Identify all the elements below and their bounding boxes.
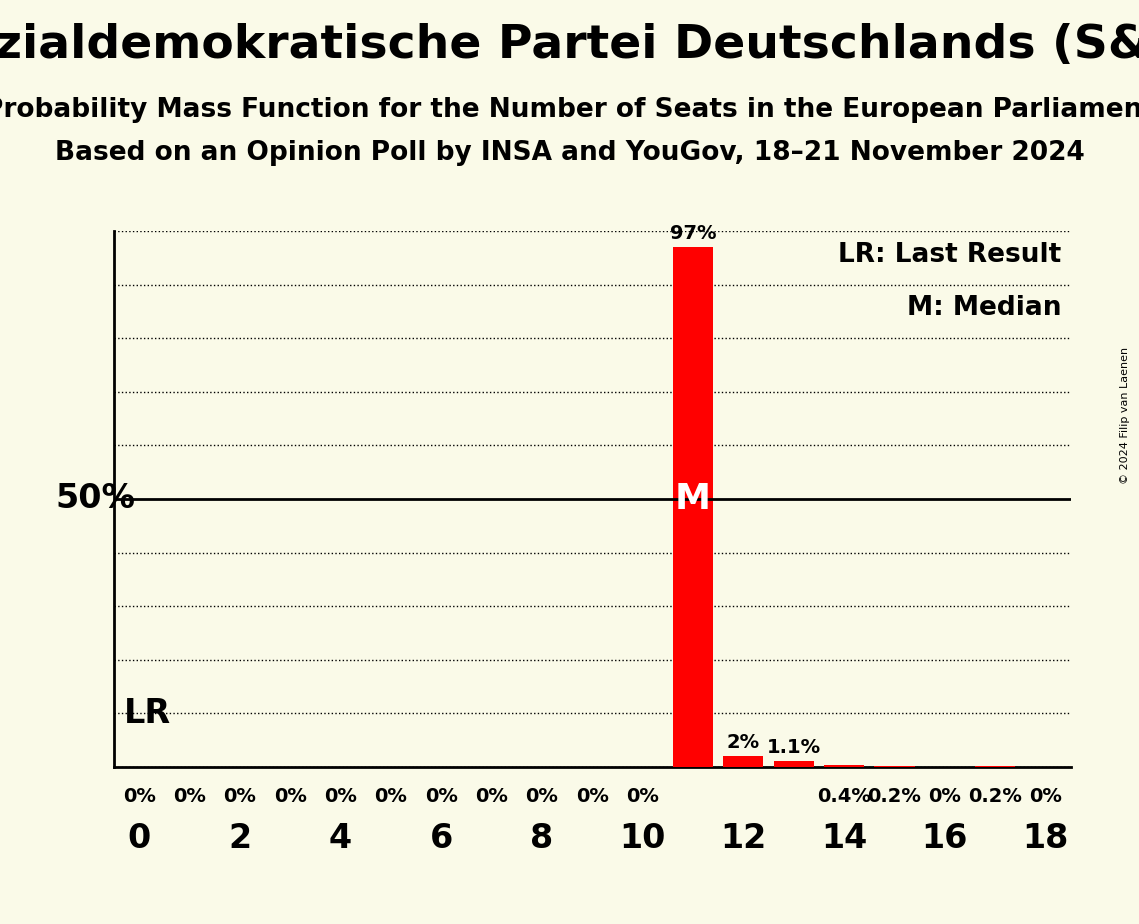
Bar [773,761,814,767]
Bar [823,765,865,767]
Text: Sozialdemokratische Partei Deutschlands (S&D): Sozialdemokratische Partei Deutschlands … [0,23,1139,68]
Bar [875,766,915,767]
Text: 0%: 0% [525,787,558,806]
Text: 50%: 50% [56,482,136,516]
Bar [723,756,763,767]
Bar [673,247,713,767]
Text: 1.1%: 1.1% [767,737,821,757]
Text: 0%: 0% [928,787,961,806]
Text: 2%: 2% [727,733,760,752]
Bar [975,766,1015,767]
Text: 0%: 0% [123,787,156,806]
Text: 0.2%: 0.2% [868,787,921,806]
Text: 0%: 0% [325,787,357,806]
Text: LR: Last Result: LR: Last Result [838,242,1062,268]
Text: 0%: 0% [173,787,206,806]
Text: 0%: 0% [576,787,608,806]
Text: M: Median: M: Median [907,296,1062,322]
Text: M: M [675,482,711,516]
Text: 97%: 97% [670,224,716,243]
Text: © 2024 Filip van Laenen: © 2024 Filip van Laenen [1121,347,1130,484]
Text: 0%: 0% [626,787,659,806]
Text: 0.4%: 0.4% [817,787,871,806]
Text: 0.2%: 0.2% [968,787,1022,806]
Text: 0%: 0% [223,787,256,806]
Text: 0%: 0% [475,787,508,806]
Text: 0%: 0% [273,787,306,806]
Text: 0%: 0% [375,787,408,806]
Text: 0%: 0% [425,787,458,806]
Text: LR: LR [123,697,171,730]
Text: Probability Mass Function for the Number of Seats in the European Parliament: Probability Mass Function for the Number… [0,97,1139,123]
Text: Based on an Opinion Poll by INSA and YouGov, 18–21 November 2024: Based on an Opinion Poll by INSA and You… [55,140,1084,166]
Text: 0%: 0% [1029,787,1062,806]
